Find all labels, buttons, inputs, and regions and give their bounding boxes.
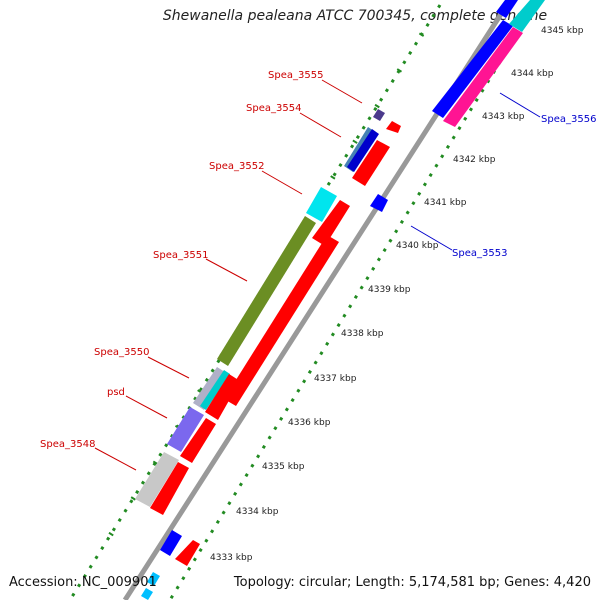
leader-spea3555 xyxy=(321,79,363,104)
tick-labels: 4333 kbp 4334 kbp 4335 kbp 4336 kbp 4337… xyxy=(210,26,584,563)
leader-spea3554 xyxy=(299,112,342,138)
tick-4336: 4336 kbp xyxy=(288,418,331,428)
tick-4344: 4344 kbp xyxy=(511,69,554,79)
tick-4333: 4333 kbp xyxy=(210,553,253,563)
leader-spea3556 xyxy=(499,92,541,118)
gene-cyan-small-1[interactable] xyxy=(147,572,160,586)
label-spea3556[interactable]: Spea_3556 xyxy=(541,114,596,125)
leader-spea3548 xyxy=(94,447,137,471)
gene-red-4[interactable] xyxy=(224,235,339,406)
gene-left-blue-small[interactable] xyxy=(160,530,182,556)
label-spea3554[interactable]: Spea_3554 xyxy=(246,103,301,114)
gene-red-5[interactable] xyxy=(205,374,240,420)
gene-red-7[interactable] xyxy=(150,462,189,515)
gene-spea3548[interactable] xyxy=(135,452,179,507)
tick-4341: 4341 kbp xyxy=(424,198,467,208)
tick-4338: 4338 kbp xyxy=(341,329,384,339)
gene-cyan-small-2[interactable] xyxy=(141,588,153,600)
gene-spea3555[interactable] xyxy=(373,109,385,121)
gene-spea3554-b[interactable] xyxy=(347,129,379,172)
gene-spea3552[interactable] xyxy=(306,187,337,222)
label-spea3552[interactable]: Spea_3552 xyxy=(209,161,264,172)
tick-4339: 4339 kbp xyxy=(368,285,411,295)
label-spea3553[interactable]: Spea_3553 xyxy=(452,248,507,259)
dotted-guide-inner xyxy=(168,4,537,600)
label-spea3548[interactable]: Spea_3548 xyxy=(40,439,95,450)
tick-4335: 4335 kbp xyxy=(262,462,305,472)
gene-red-6[interactable] xyxy=(180,418,216,463)
gene-cyan-top[interactable] xyxy=(509,0,545,32)
leader-spea3553 xyxy=(410,225,453,251)
gene-psd[interactable] xyxy=(167,407,204,452)
accession-text: Accession: NC_009901 xyxy=(9,575,157,590)
leader-spea3552 xyxy=(261,170,303,195)
gene-blue-top[interactable] xyxy=(496,0,518,18)
label-spea3555[interactable]: Spea_3555 xyxy=(268,70,323,81)
tick-4334: 4334 kbp xyxy=(236,507,279,517)
gene-spea3556-pink[interactable] xyxy=(443,27,523,127)
tick-4340: 4340 kbp xyxy=(396,241,439,251)
gene-red-3[interactable] xyxy=(312,200,350,246)
map-title: Shewanella pealeana ATCC 700345, complet… xyxy=(162,8,548,24)
label-psd[interactable]: psd xyxy=(107,387,125,398)
gene-spea3556-blue[interactable] xyxy=(432,20,513,118)
gene-spea3551[interactable] xyxy=(217,216,316,366)
gene-blue-3553[interactable] xyxy=(370,194,388,212)
gene-red-1[interactable] xyxy=(386,121,401,133)
tick-4343: 4343 kbp xyxy=(482,112,525,122)
gene-red-2[interactable] xyxy=(352,140,390,186)
label-spea3550[interactable]: Spea_3550 xyxy=(94,347,149,358)
tick-4345: 4345 kbp xyxy=(541,26,584,36)
dotted-guide-outer xyxy=(68,4,442,600)
gene-labels-top: Spea_3555 Spea_3554 Spea_3552 Spea_3551 … xyxy=(40,70,363,471)
tick-4337: 4337 kbp xyxy=(314,374,357,384)
leader-spea3550 xyxy=(147,356,190,379)
leader-psd xyxy=(125,395,168,419)
gene-red-8[interactable] xyxy=(175,540,200,566)
tick-4342: 4342 kbp xyxy=(453,155,496,165)
leader-spea3551 xyxy=(205,258,248,282)
label-spea3551[interactable]: Spea_3551 xyxy=(153,250,208,261)
topology-summary: Topology: circular; Length: 5,174,581 bp… xyxy=(233,575,591,590)
gene-labels-bottom: Spea_3556 Spea_3553 xyxy=(410,92,596,259)
gene-left-cyan[interactable] xyxy=(200,370,230,410)
